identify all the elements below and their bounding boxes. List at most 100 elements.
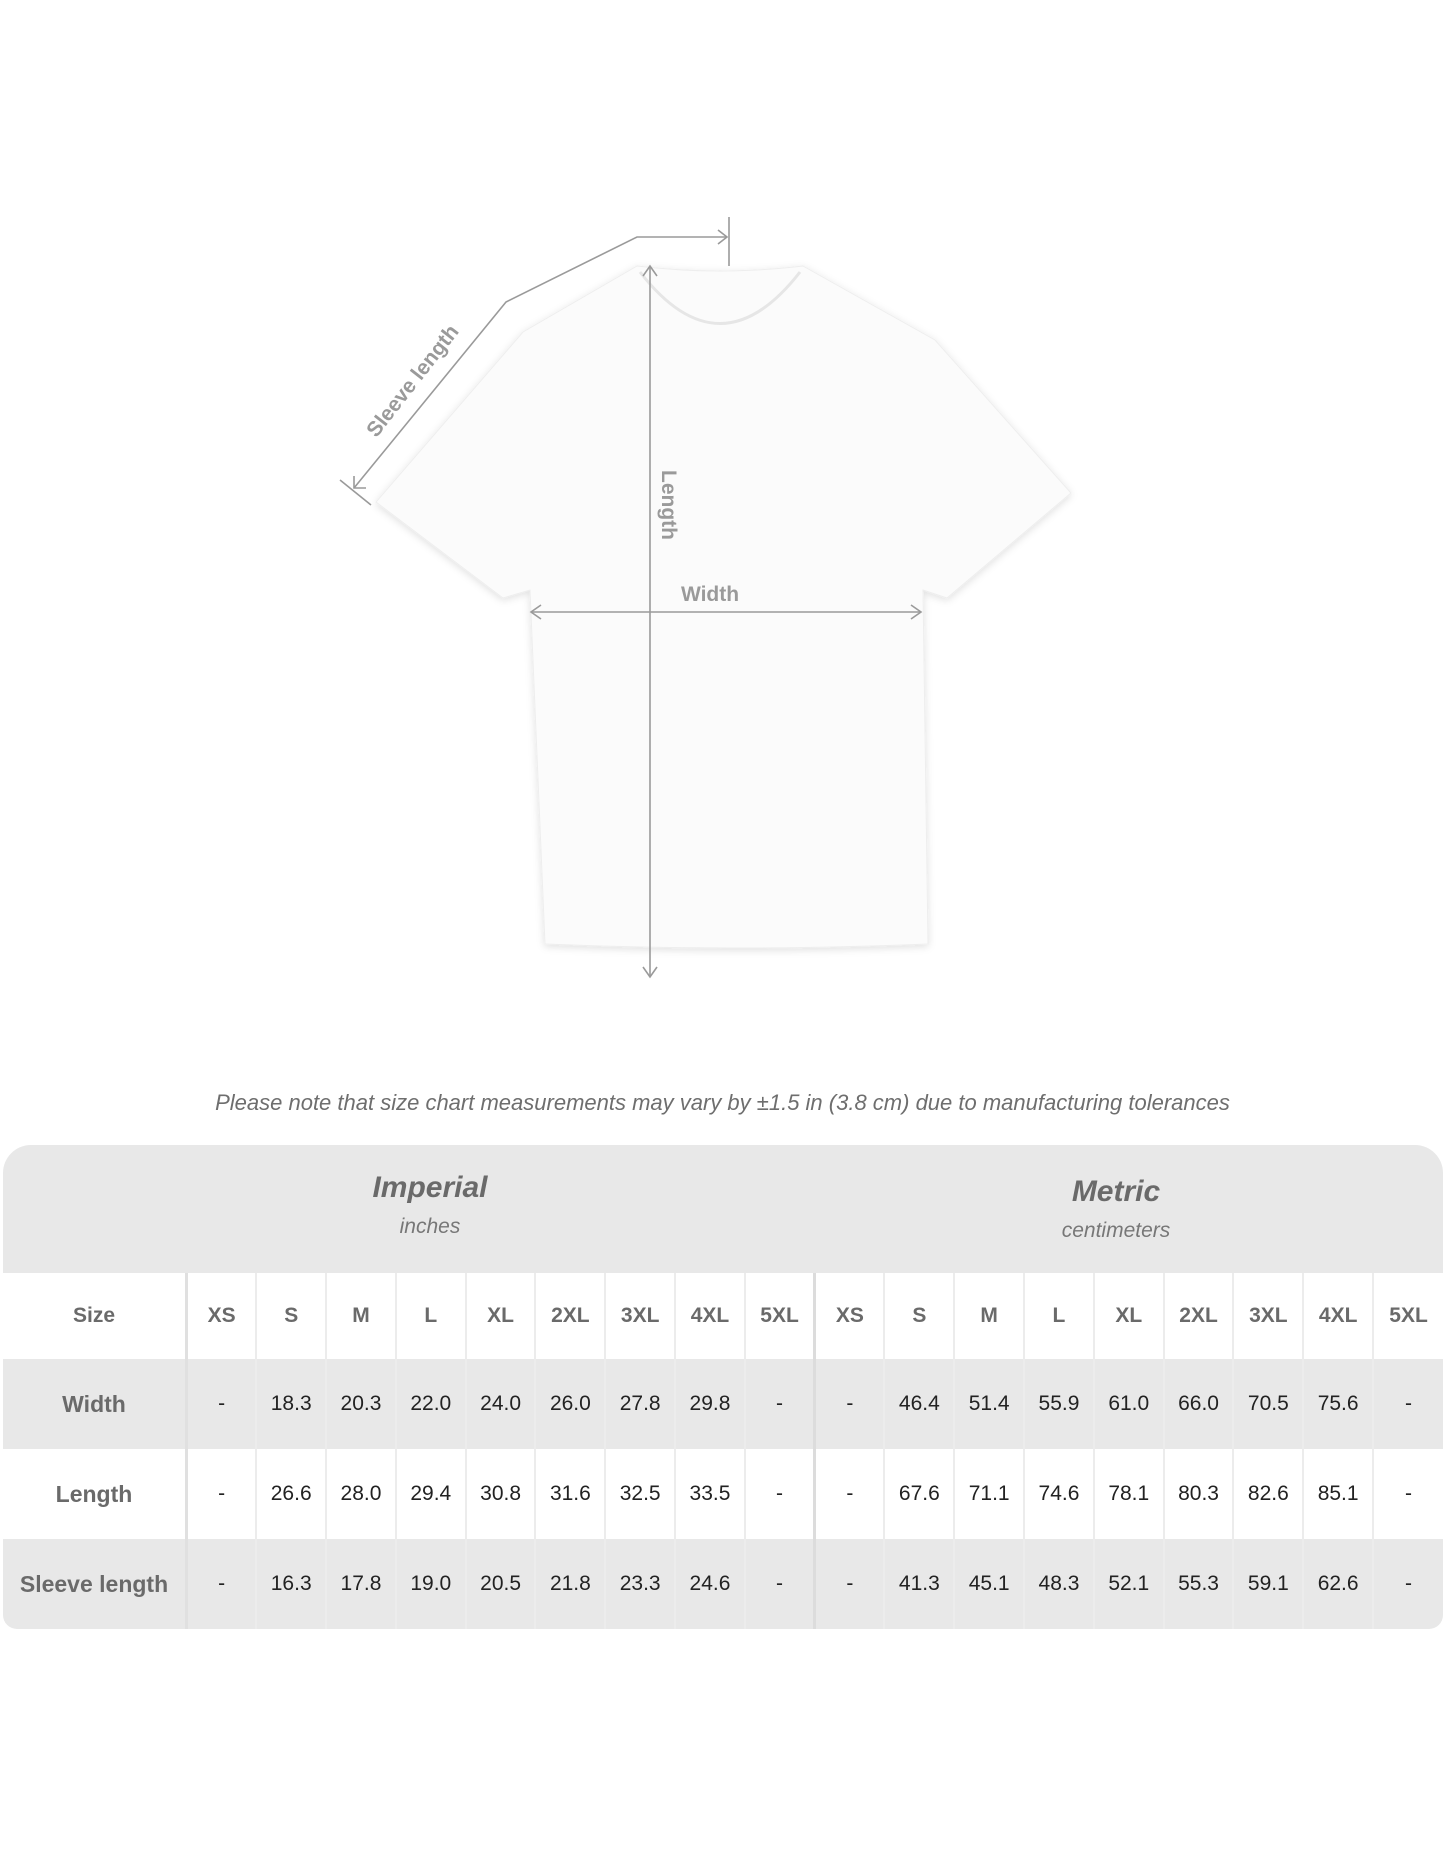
metric-value-cell: 70.5	[1232, 1359, 1304, 1449]
imperial-value-cell: 27.8	[604, 1359, 676, 1449]
imperial-unit: inches	[399, 1215, 461, 1238]
tshirt-image	[375, 265, 1072, 949]
metric-value-cell: 61.0	[1092, 1359, 1164, 1449]
metric-value-cell: 48.3	[1023, 1539, 1094, 1629]
imperial-value-cell: 29.8	[674, 1359, 745, 1449]
imperial-value-cell: 29.4	[394, 1449, 466, 1539]
imperial-value-cell: 20.3	[325, 1359, 396, 1449]
imperial-value-cell: 23.3	[604, 1539, 676, 1629]
imperial-value-cell: 16.3	[255, 1539, 327, 1629]
row-label: Width	[3, 1359, 188, 1449]
metric-value-cell: -	[813, 1359, 885, 1449]
imperial-value-cell: 32.5	[604, 1449, 676, 1539]
arrow-head-icon	[717, 229, 729, 245]
metric-value-cell: 75.6	[1302, 1359, 1374, 1449]
metric-value-cell: 52.1	[1092, 1539, 1164, 1629]
sleeve-tick-bottom	[339, 479, 372, 506]
arrow-head-icon	[642, 264, 658, 277]
imperial-size-header: 2XL	[534, 1273, 606, 1359]
metric-unit: centimeters	[1061, 1219, 1171, 1242]
imperial-value-cell: 20.5	[464, 1539, 536, 1629]
metric-header: Metric centimeters	[966, 1175, 1266, 1243]
arrow-head-icon	[910, 604, 923, 620]
sleeve-length-line	[353, 236, 727, 489]
size-chart-table: Imperial inches Metric centimeters Size X…	[3, 1145, 1443, 1629]
imperial-value-cell: 30.8	[464, 1449, 536, 1539]
imperial-size-header: XL	[464, 1273, 536, 1359]
imperial-value-cell: -	[743, 1539, 815, 1629]
imperial-size-header: 5XL	[743, 1273, 815, 1359]
metric-value-cell: 67.6	[883, 1449, 955, 1539]
imperial-size-header: 3XL	[604, 1273, 676, 1359]
metric-size-header: L	[1023, 1273, 1094, 1359]
table-row: Sleeve length -16.3 17.8 19.0 20.5 21.8 23.3 24…	[3, 1539, 1443, 1629]
metric-value-cell: 41.3	[883, 1539, 955, 1629]
metric-value-cell: -	[1372, 1449, 1443, 1539]
imperial-size-header: S	[255, 1273, 327, 1359]
metric-value-cell: 62.6	[1302, 1539, 1374, 1629]
metric-value-cell: 66.0	[1162, 1359, 1234, 1449]
metric-value-cell: -	[813, 1539, 885, 1629]
imperial-value-cell: 19.0	[394, 1539, 466, 1629]
imperial-value-cell: -	[185, 1359, 257, 1449]
metric-value-cell: 71.1	[953, 1449, 1025, 1539]
imperial-value-cell: 21.8	[534, 1539, 606, 1629]
metric-value-cell: 82.6	[1232, 1449, 1304, 1539]
imperial-value-cell: 17.8	[325, 1539, 396, 1629]
unit-header: Imperial inches Metric centimeters	[3, 1145, 1443, 1273]
length-label: Length	[657, 470, 680, 540]
imperial-size-header: M	[325, 1273, 396, 1359]
size-label: Size	[3, 1273, 188, 1359]
table-row: Width -18.3 20.3 22.0 24.0 26.0 27.8 29.8- -46.4…	[3, 1359, 1443, 1449]
metric-size-header: 2XL	[1162, 1273, 1234, 1359]
imperial-value-cell: 31.6	[534, 1449, 606, 1539]
imperial-value-cell: 26.0	[534, 1359, 606, 1449]
metric-size-header: XL	[1092, 1273, 1164, 1359]
imperial-value-cell: -	[743, 1449, 815, 1539]
imperial-value-cell: 22.0	[394, 1359, 466, 1449]
metric-value-cell: 55.3	[1162, 1539, 1234, 1629]
metric-size-header: 4XL	[1302, 1273, 1374, 1359]
imperial-value-cell: 24.6	[674, 1539, 745, 1629]
arrow-head-icon	[529, 604, 542, 620]
tolerance-note: Please note that size chart measurements…	[215, 1090, 1230, 1115]
table-row: Length -26.6 28.0 29.4 30.8 31.6 32.5 33.5- -67.…	[3, 1449, 1443, 1539]
metric-value-cell: 78.1	[1092, 1449, 1164, 1539]
metric-value-cell: 51.4	[953, 1359, 1025, 1449]
metric-size-header: 5XL	[1372, 1273, 1443, 1359]
metric-title: Metric	[1071, 1175, 1161, 1208]
size-header-row: Size XS S M L XL 2XL 3XL 4XL 5XL XS S M L XL 2XL 3XL 4XL 5…	[3, 1273, 1443, 1359]
arrow-head-icon	[642, 966, 658, 979]
metric-value-cell: 74.6	[1023, 1449, 1094, 1539]
imperial-value-cell: 24.0	[464, 1359, 536, 1449]
metric-value-cell: 46.4	[883, 1359, 955, 1449]
imperial-value-cell: -	[743, 1359, 815, 1449]
imperial-size-header: XS	[185, 1273, 257, 1359]
tshirt-collar	[638, 271, 802, 325]
imperial-value-cell: -	[185, 1539, 257, 1629]
width-label: Width	[681, 583, 739, 606]
imperial-value-cell: 33.5	[674, 1449, 745, 1539]
imperial-size-header: L	[394, 1273, 466, 1359]
metric-size-header: M	[953, 1273, 1025, 1359]
metric-value-cell: 59.1	[1232, 1539, 1304, 1629]
arrow-head-icon	[353, 476, 366, 489]
imperial-value-cell: 28.0	[325, 1449, 396, 1539]
row-label: Sleeve length	[3, 1539, 188, 1629]
tshirt-diagram: Sleeve length Length Width	[339, 217, 1072, 979]
imperial-header: Imperial inches	[280, 1171, 580, 1239]
imperial-value-cell: -	[185, 1449, 257, 1539]
metric-value-cell: 45.1	[953, 1539, 1025, 1629]
imperial-size-header: 4XL	[674, 1273, 745, 1359]
row-label: Length	[3, 1449, 188, 1539]
imperial-value-cell: 26.6	[255, 1449, 327, 1539]
imperial-title: Imperial	[372, 1171, 488, 1204]
metric-value-cell: 80.3	[1162, 1449, 1234, 1539]
metric-value-cell: 55.9	[1023, 1359, 1094, 1449]
metric-size-header: XS	[813, 1273, 885, 1359]
metric-size-header: S	[883, 1273, 955, 1359]
metric-size-header: 3XL	[1232, 1273, 1304, 1359]
metric-value-cell: -	[1372, 1539, 1443, 1629]
metric-value-cell: -	[1372, 1359, 1443, 1449]
metric-value-cell: -	[813, 1449, 885, 1539]
